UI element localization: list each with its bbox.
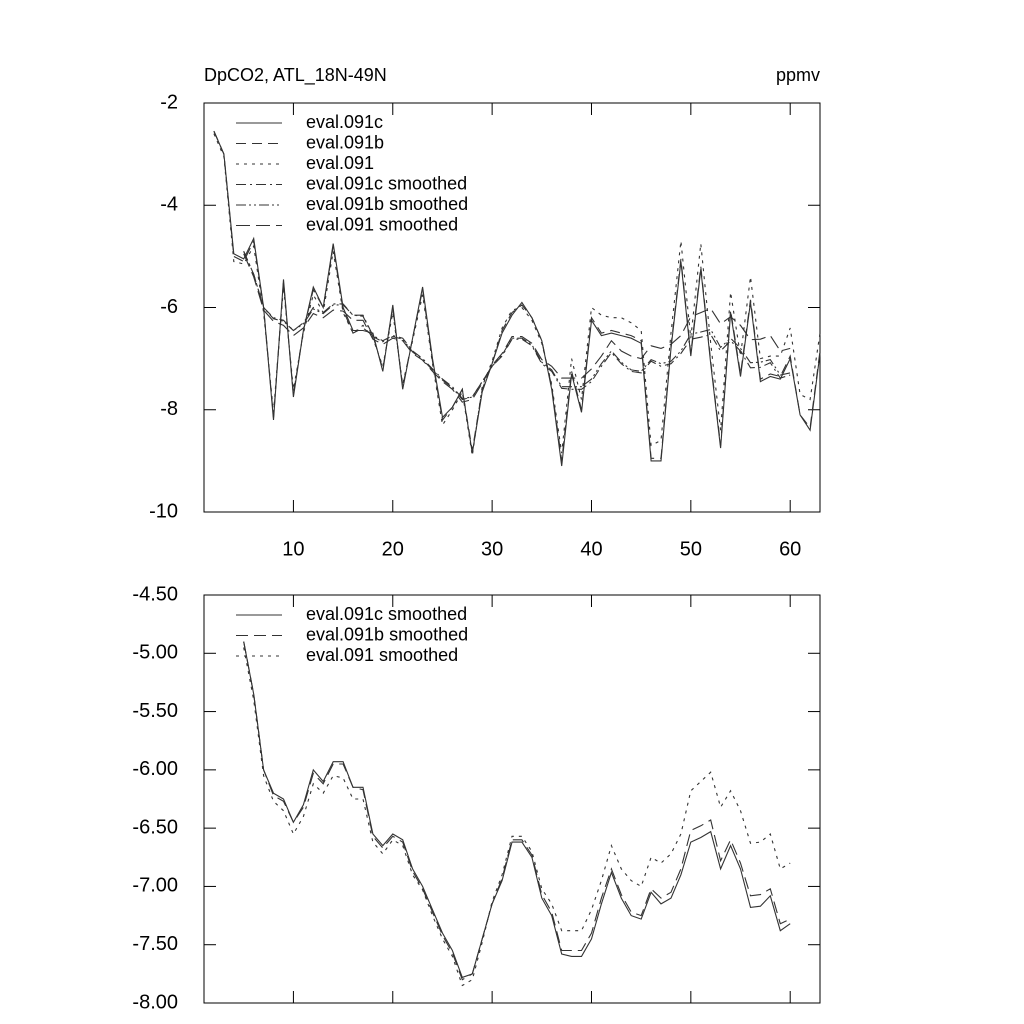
plot-frame: [203, 594, 821, 1004]
legend-label: eval.091 smoothed: [306, 645, 458, 665]
x-tick-label: 10: [282, 538, 304, 560]
x-tick-label: 60: [779, 538, 801, 560]
y-tick-label: -5.00: [132, 642, 178, 664]
legend-label: eval.091c: [306, 112, 383, 132]
y-tick-label: -4: [160, 194, 178, 216]
series-line: [213, 130, 821, 467]
y-tick-label: -8.00: [132, 991, 178, 1013]
y-tick-label: -6.00: [132, 758, 178, 780]
series-line: [213, 130, 821, 461]
series-line: [243, 641, 791, 981]
x-tick-label: 40: [580, 538, 602, 560]
y-tick-label: -4.50: [132, 583, 178, 605]
series-line: [243, 647, 791, 987]
series-line: [243, 253, 791, 403]
y-tick-label: -7.00: [132, 875, 178, 897]
y-tick-label: -2: [160, 91, 178, 113]
chart-title: DpCO2, ATL_18N-49N: [204, 65, 387, 86]
y-tick-label: -7.50: [132, 933, 178, 955]
y-tick-label: -8: [160, 398, 178, 420]
x-tick-label: 20: [382, 538, 404, 560]
legend-label: eval.091b smoothed: [306, 194, 468, 214]
plot-frame: [203, 102, 821, 513]
series-line: [243, 251, 791, 400]
legend-label: eval.091c smoothed: [306, 604, 467, 624]
legend-label: eval.091b smoothed: [306, 624, 468, 644]
series-line: [213, 133, 821, 456]
x-tick-label: 50: [680, 538, 702, 560]
y-tick-label: -10: [149, 500, 178, 522]
legend-label: eval.091 smoothed: [306, 214, 458, 234]
legend-label: eval.091c smoothed: [306, 173, 467, 193]
legend-label: eval.091: [306, 153, 374, 173]
x-tick-label: 30: [481, 538, 503, 560]
y-tick-label: -5.50: [132, 700, 178, 722]
series-line: [243, 251, 791, 401]
legend-label: eval.091b: [306, 132, 384, 152]
units-label: ppmv: [776, 65, 820, 85]
y-tick-label: -6: [160, 296, 178, 318]
y-tick-label: -6.50: [132, 816, 178, 838]
series-line: [243, 641, 791, 979]
